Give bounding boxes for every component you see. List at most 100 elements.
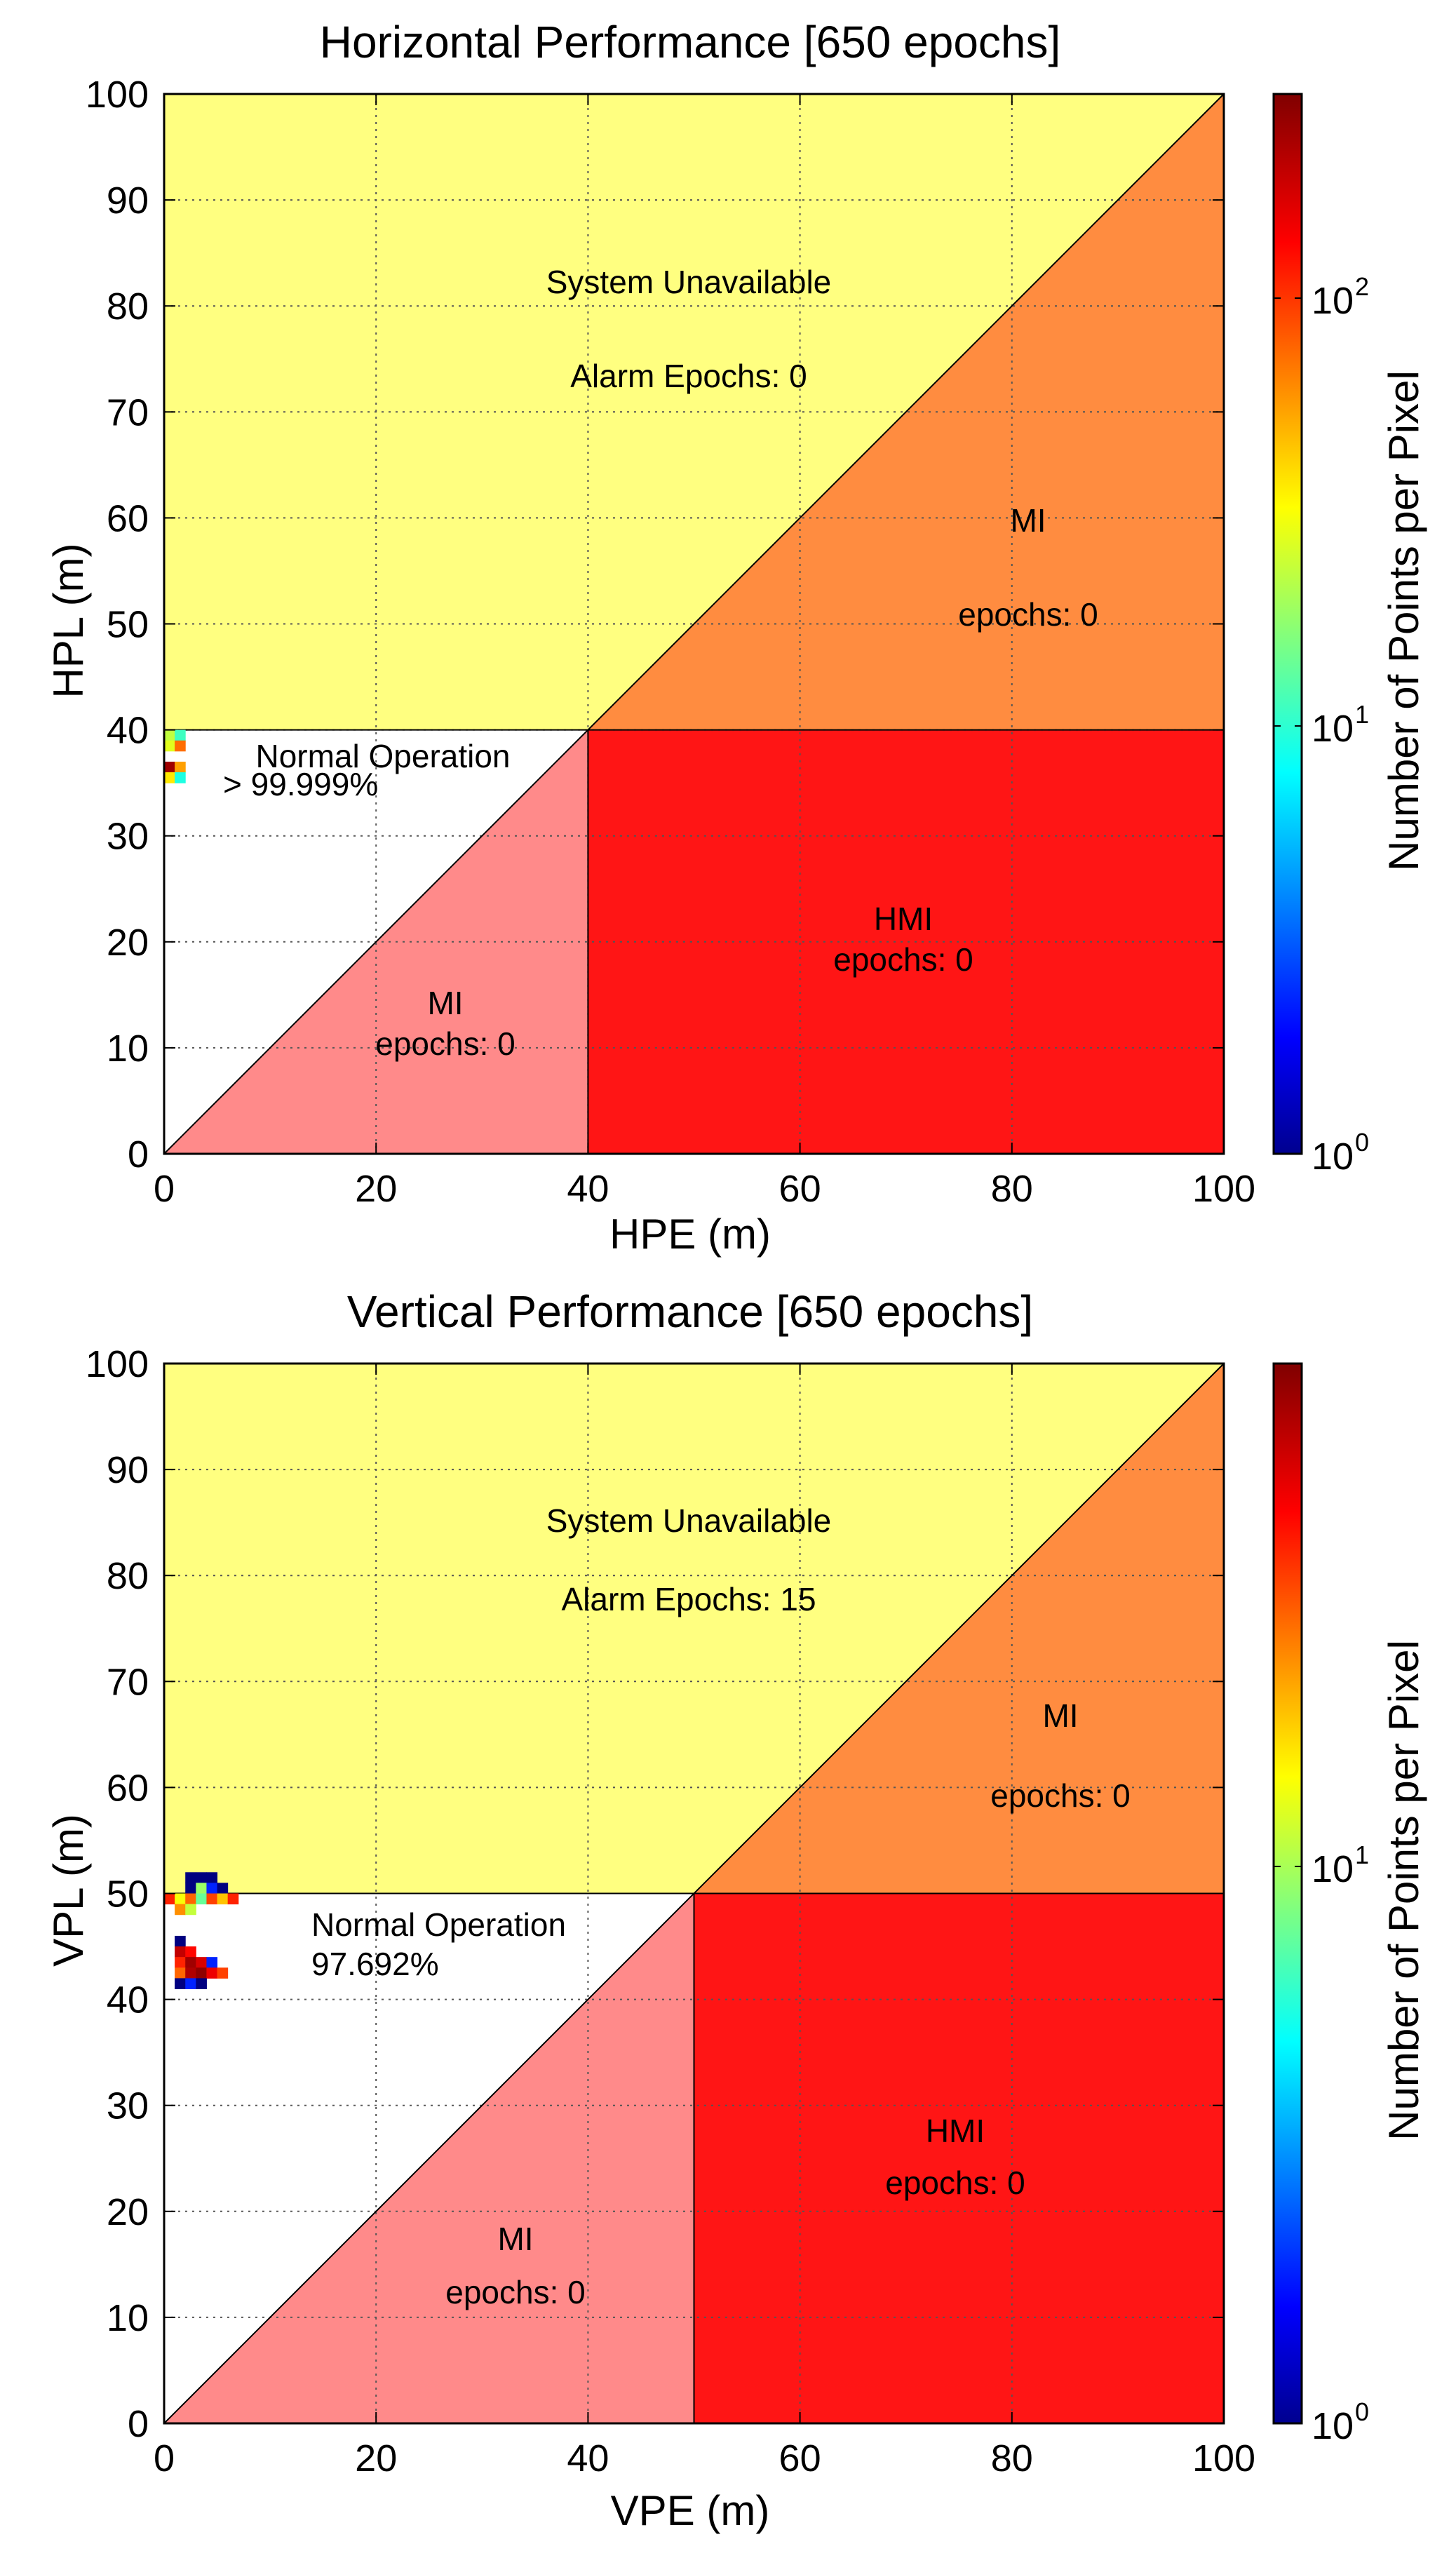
region-hmi [694,1893,1224,2423]
x-axis-label: VPE (m) [611,2487,770,2534]
colorbar-tick-label: 10 0 [1312,1128,1369,1178]
hmi-epochs-label: epochs: 0 [885,2165,1025,2201]
y-axis-label: HPL (m) [45,543,92,698]
density-cell [164,740,175,752]
colorbar-label: Number of Points per Pixel [1380,1640,1427,2141]
x-tick-label: 60 [779,1168,821,1210]
density-cell [164,1893,175,1905]
y-tick-label: 60 [107,497,149,539]
density-cell [175,1957,186,1968]
tick-marks [163,1363,1225,2424]
density-cell [164,761,175,773]
density-cell [175,1978,186,1989]
hmi-epochs-label: epochs: 0 [833,941,973,978]
colorbar-label: Number of Points per Pixel [1380,370,1427,871]
colorbar-tick-base: 10 [1312,1848,1354,1890]
density-cell [196,1872,207,1883]
system-unavailable-label: System Unavailable [546,264,832,300]
y-tick-label: 100 [86,74,149,116]
density-cell [206,1872,218,1883]
y-tick-label: 50 [107,604,149,646]
colorbar-tick-exponent: 1 [1355,1840,1369,1869]
x-tick-label: 80 [991,1168,1033,1210]
density-cell [175,1904,186,1916]
colorbar-tick-base: 10 [1312,280,1354,322]
density-cells [164,1872,239,1989]
x-tick-label: 100 [1192,2437,1255,2479]
density-cell [175,1935,186,1947]
colorbar-tick-marks [1274,297,1302,1155]
normal-operation-percent: 97.692% [311,1946,439,1982]
y-tick-label: 40 [107,710,149,752]
normal-operation-label: Normal Operation [255,738,510,774]
y-tick-label: 20 [107,922,149,964]
y-tick-label: 20 [107,2191,149,2233]
x-tick-label: 20 [355,1168,397,1210]
density-cell [175,1893,186,1905]
density-cell [164,729,175,741]
colorbar-tick-label: 10 0 [1312,2397,1369,2447]
density-cell [185,1883,196,1894]
mi-upper-epochs-label: epochs: 0 [958,596,1098,633]
y-tick-label: 50 [107,1873,149,1916]
y-tick-label: 100 [86,1343,149,1385]
colorbar-gradient [1272,93,1303,1155]
tick-marks [163,93,1225,1155]
hmi-label: HMI [926,2113,985,2149]
x-tick-labels: 0 20 40 60 80 100 [154,1168,1255,1210]
alarm-epochs-label: Alarm Epochs: 15 [561,1581,816,1617]
y-tick-label: 0 [128,1133,149,1176]
colorbar: 10 0 10 1 Number of Points per Pixel [1272,1362,1427,2447]
alarm-epochs-label: Alarm Epochs: 0 [570,358,807,394]
density-cell [185,1978,196,1989]
x-tick-label: 0 [154,1168,175,1210]
normal-operation-percent: > 99.999% [223,766,378,802]
density-cell [196,1978,207,1989]
colorbar-tick-label: 10 1 [1312,1840,1369,1890]
density-cell [206,1967,218,1979]
colorbar-tick-label: 10 2 [1312,272,1369,322]
density-cell [175,772,186,783]
colorbar-tick-base: 10 [1312,2405,1354,2447]
density-cell [164,772,175,783]
colorbar-tick-exponent: 0 [1355,1128,1369,1157]
y-axis-label: VPL (m) [45,1814,92,1967]
colorbar: 10 0 10 1 10 2 Number of Points per Pixe… [1272,93,1427,1178]
x-tick-label: 100 [1192,1168,1255,1210]
y-tick-labels: 0 10 20 30 40 50 60 70 80 90 100 [86,74,149,1176]
density-cell [206,1957,218,1968]
diagonal-line [163,93,1225,1155]
y-tick-label: 60 [107,1767,149,1809]
colorbar-tick-exponent: 1 [1355,700,1369,729]
y-tick-label: 10 [107,2297,149,2339]
density-cell [217,1967,229,1979]
density-cell [196,1967,207,1979]
y-tick-label: 80 [107,285,149,328]
region-hmi [588,729,1224,1154]
x-tick-labels: 0 20 40 60 80 100 [154,2437,1255,2479]
x-tick-label: 0 [154,2437,175,2479]
colorbar-tick-base: 10 [1312,1136,1354,1178]
region-labels: System Unavailable Alarm Epochs: 0 MI ep… [223,264,1098,1062]
y-tick-label: 70 [107,1661,149,1703]
chart-title: Horizontal Performance [650 epochs] [320,17,1061,67]
y-tick-label: 40 [107,1979,149,2021]
colorbar-tick-exponent: 0 [1355,2397,1369,2426]
y-tick-label: 10 [107,1028,149,1070]
y-tick-label: 90 [107,1449,149,1491]
chart-title: Vertical Performance [650 epochs] [347,1286,1033,1337]
density-cell [217,1883,229,1894]
region-labels: System Unavailable Alarm Epochs: 15 MI e… [311,1502,1131,2310]
y-tick-label: 0 [128,2403,149,2445]
y-tick-labels: 0 10 20 30 40 50 60 70 80 90 100 [86,1343,149,2445]
x-tick-label: 20 [355,2437,397,2479]
density-cell [227,1893,239,1905]
mi-upper-epochs-label: epochs: 0 [990,1777,1130,1814]
y-tick-label: 80 [107,1555,149,1597]
system-unavailable-label: System Unavailable [546,1502,832,1539]
density-cell [175,1946,186,1958]
mi-upper-label: MI [1042,1697,1078,1734]
mi-lower-label: MI [427,985,463,1021]
